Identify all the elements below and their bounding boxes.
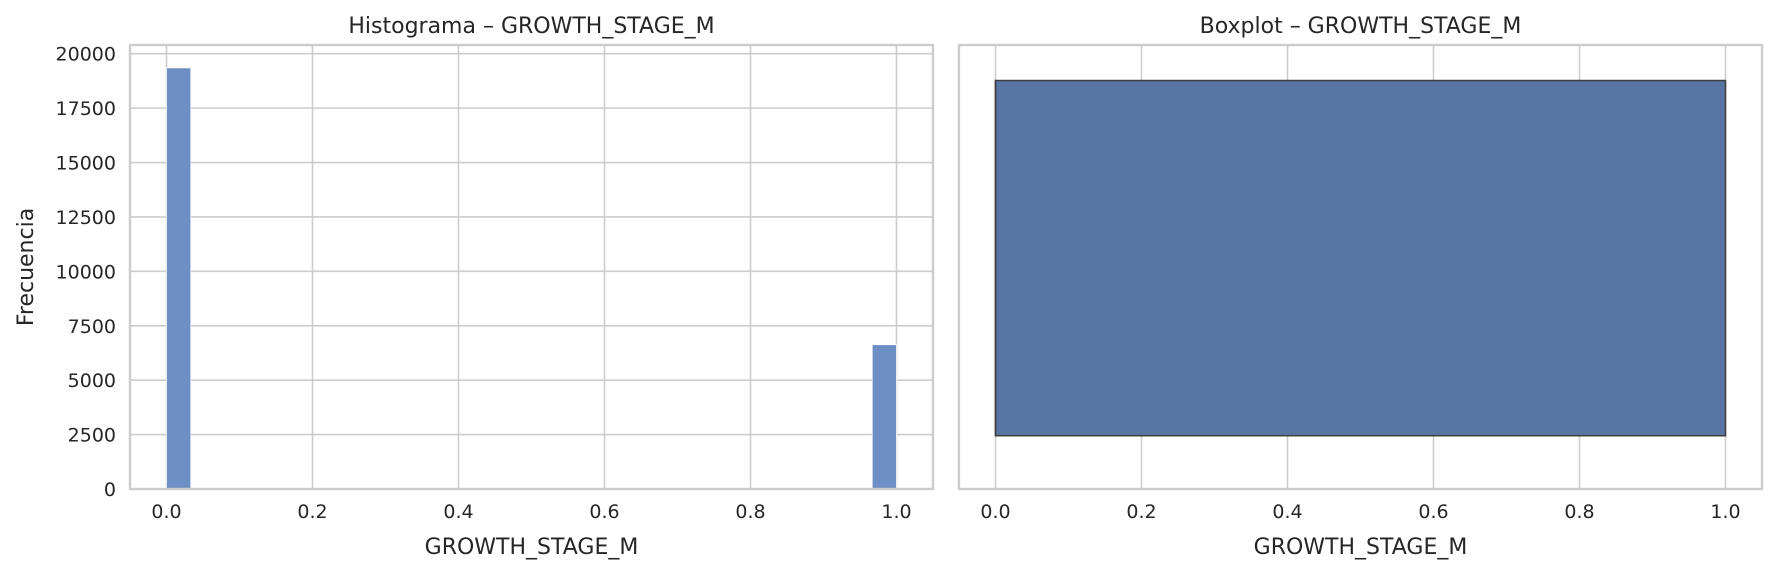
- boxplot-x-tick-label: 1.0: [1710, 501, 1740, 523]
- boxplot-x-ticks: 0.0 0.2 0.4 0.6 0.8 1.0: [980, 501, 1740, 523]
- histogram-y-tick-label: 0: [104, 479, 116, 501]
- histogram-x-tick-label: 1.0: [881, 501, 911, 523]
- boxplot-frame: [957, 43, 1764, 491]
- boxplot-x-tick-label: 0.2: [1126, 501, 1156, 523]
- boxplot-body: [994, 79, 1727, 437]
- histogram-y-tick-label: 2500: [68, 425, 116, 447]
- histogram-y-tick-label: 5000: [68, 370, 116, 392]
- histogram-bar: [871, 344, 897, 490]
- histogram-y-tick-label: 17500: [56, 98, 116, 120]
- histogram-bar: [166, 67, 192, 490]
- histogram-y-tick-label: 12500: [56, 207, 116, 229]
- histogram-panel: 0.0 0.2 0.4 0.6 0.8 1.0 0 2500 5000 7500 10000 125…: [14, 14, 935, 560]
- histogram-y-axis-label: Frecuencia: [14, 208, 39, 326]
- histogram-x-ticks: 0.0 0.2 0.4 0.6 0.8 1.0: [151, 501, 911, 523]
- histogram-x-tick-label: 0.6: [589, 501, 619, 523]
- histogram-frame: [128, 43, 935, 491]
- boxplot-box: [994, 79, 1727, 437]
- boxplot-x-axis-label: GROWTH_STAGE_M: [1254, 535, 1468, 560]
- boxplot-x-tick-label: 0.8: [1564, 501, 1594, 523]
- histogram-bars: [166, 67, 897, 490]
- histogram-x-tick-label: 0.2: [297, 501, 327, 523]
- histogram-y-ticks: 0 2500 5000 7500 10000 12500 15000 17500 20000: [56, 44, 116, 501]
- histogram-title: Histograma – GROWTH_STAGE_M: [348, 14, 714, 39]
- histogram-grid: [130, 45, 933, 490]
- histogram-x-tick-label: 0.8: [735, 501, 765, 523]
- histogram-y-tick-label: 15000: [56, 153, 116, 175]
- histogram-y-tick-label: 20000: [56, 44, 116, 66]
- boxplot-x-tick-label: 0.0: [980, 501, 1010, 523]
- boxplot-x-tick-label: 0.4: [1272, 501, 1302, 523]
- histogram-y-tick-label: 7500: [68, 316, 116, 338]
- boxplot-x-tick-label: 0.6: [1418, 501, 1448, 523]
- histogram-x-tick-label: 0.4: [443, 501, 473, 523]
- boxplot-panel: 0.0 0.2 0.4 0.6 0.8 1.0 Boxplot – GROWTH_STAG…: [957, 14, 1764, 560]
- histogram-y-tick-label: 10000: [56, 261, 116, 283]
- boxplot-title: Boxplot – GROWTH_STAGE_M: [1200, 14, 1522, 39]
- histogram-x-axis-label: GROWTH_STAGE_M: [425, 535, 639, 560]
- histogram-x-tick-label: 0.0: [151, 501, 181, 523]
